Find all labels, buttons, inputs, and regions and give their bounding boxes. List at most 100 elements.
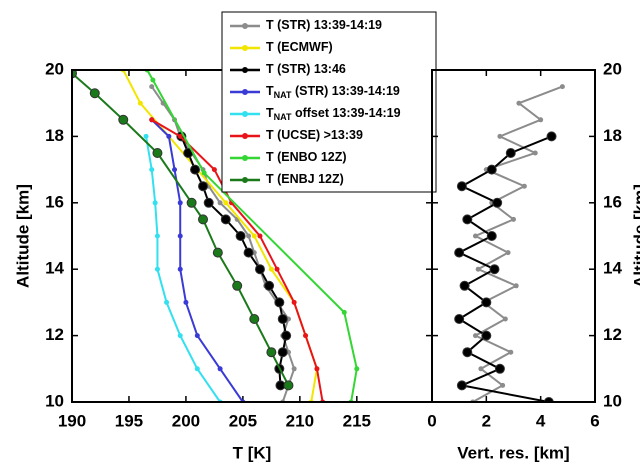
legend-marker <box>242 45 248 51</box>
data-point <box>89 88 100 99</box>
data-point <box>559 84 565 90</box>
data-point <box>478 366 484 372</box>
data-point <box>177 133 183 139</box>
data-point <box>220 214 231 225</box>
data-point <box>154 266 160 272</box>
y-tick-label: 16 <box>45 192 64 211</box>
data-point <box>521 183 527 189</box>
profile-line <box>151 119 244 402</box>
legend-text: T <box>266 106 274 120</box>
plot-data <box>454 84 565 402</box>
data-point <box>314 366 320 372</box>
data-point <box>177 200 183 206</box>
data-point <box>281 330 292 341</box>
legend-text: T (STR) 13:46 <box>266 62 346 76</box>
legend-marker <box>242 67 248 73</box>
data-point <box>513 283 519 289</box>
data-point <box>152 148 163 158</box>
y-tick-label: 18 <box>603 126 622 145</box>
data-point <box>277 347 288 358</box>
data-point <box>118 114 129 125</box>
data-point <box>223 200 229 206</box>
data-point <box>172 167 178 173</box>
x-tick-label: 215 <box>343 411 371 430</box>
legend-text: T (ENBO 12Z) <box>266 150 347 164</box>
data-point <box>486 231 497 241</box>
data-point <box>137 100 143 106</box>
y-tick-label: 12 <box>603 325 622 344</box>
data-point <box>194 333 200 339</box>
data-point <box>481 297 492 308</box>
legend-text: (STR) 13:39-14:19 <box>291 84 399 98</box>
data-point <box>505 250 511 256</box>
data-point <box>303 333 309 339</box>
data-point <box>494 363 505 374</box>
data-point <box>454 314 465 324</box>
data-point <box>251 233 257 239</box>
data-point <box>532 150 538 156</box>
y-tick-label: 10 <box>603 391 622 410</box>
data-point <box>232 280 243 291</box>
data-point <box>456 181 467 192</box>
data-point <box>492 197 503 208</box>
data-point <box>246 233 252 239</box>
y-tick-label: 20 <box>45 59 64 78</box>
data-point <box>505 148 516 158</box>
data-point <box>243 247 254 258</box>
data-point <box>502 316 508 322</box>
data-point <box>183 299 189 305</box>
data-point <box>291 366 297 372</box>
profile-line <box>151 118 324 402</box>
data-point <box>190 164 201 175</box>
data-point <box>149 167 155 173</box>
data-point <box>249 314 260 324</box>
legend-text: T (UCSE) >13:39 <box>266 128 363 142</box>
data-point <box>341 309 347 315</box>
data-point <box>264 280 275 291</box>
legend-label: T (ECMWF) <box>266 40 333 54</box>
legend-marker <box>242 133 248 139</box>
x-tick-label: 2 <box>482 411 491 430</box>
x-tick-label: 200 <box>172 411 200 430</box>
data-point <box>154 233 160 239</box>
data-point <box>150 77 156 83</box>
profile-line <box>456 135 552 402</box>
legend-marker <box>242 155 248 161</box>
legend-text: NAT <box>274 112 292 122</box>
x-tick-label: 195 <box>115 411 143 430</box>
data-point <box>546 131 557 142</box>
legend-text: T (ECMWF) <box>266 40 333 54</box>
data-point <box>266 347 277 358</box>
legend-label: T (ENBO 12Z) <box>266 150 347 164</box>
data-point <box>516 100 522 106</box>
y-axis-label: Altitude [km] <box>13 184 32 288</box>
data-point <box>164 299 170 305</box>
legend-marker <box>242 111 248 117</box>
data-point <box>459 280 470 291</box>
data-point <box>354 366 360 372</box>
legend-text: offset 13:39-14:19 <box>291 106 400 120</box>
data-point <box>486 164 497 175</box>
plot-data <box>72 70 360 402</box>
data-point <box>291 299 297 305</box>
x-tick-label: 205 <box>229 411 257 430</box>
legend-label: TNAT offset 13:39-14:19 <box>266 106 401 122</box>
data-point <box>508 349 514 355</box>
data-point <box>177 233 183 239</box>
data-point <box>217 366 223 372</box>
data-point <box>489 264 500 275</box>
legend-label: T (UCSE) >13:39 <box>266 128 363 142</box>
data-point <box>257 233 263 239</box>
data-point <box>462 347 473 358</box>
legend-label: T (STR) 13:39-14:19 <box>266 18 382 32</box>
data-point <box>500 382 506 388</box>
data-point <box>274 297 285 308</box>
legend-text: T (ENBJ 12Z) <box>266 172 344 186</box>
data-point <box>462 214 473 225</box>
y-tick-label: 16 <box>603 192 622 211</box>
legend-label: T (STR) 13:46 <box>266 62 346 76</box>
data-point <box>511 216 516 222</box>
data-point <box>166 133 172 139</box>
data-point <box>186 197 197 208</box>
data-point <box>475 266 481 272</box>
